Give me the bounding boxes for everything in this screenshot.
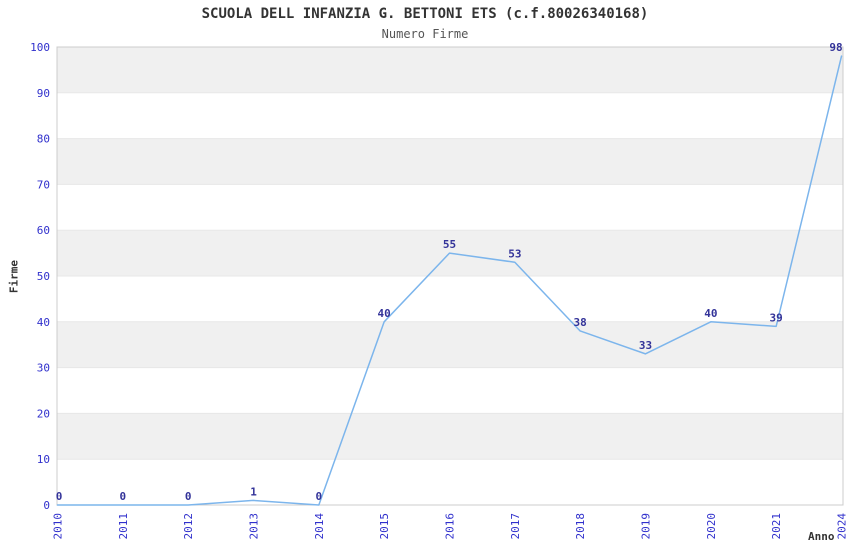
data-label: 98	[829, 41, 842, 54]
y-tick-label: 30	[37, 362, 50, 375]
data-label: 0	[185, 490, 192, 503]
grid-band	[57, 276, 843, 322]
x-tick-label: 2016	[444, 513, 457, 540]
data-label: 1	[250, 485, 257, 498]
grid-band	[57, 459, 843, 505]
grid-band	[57, 367, 843, 414]
x-axis-title: Anno	[808, 530, 835, 543]
x-tick-label: 2018	[574, 513, 587, 540]
data-line	[56, 55, 843, 506]
y-tick-label: 0	[43, 499, 50, 512]
y-tick-label: 40	[37, 316, 50, 329]
x-tick-label: 2012	[182, 513, 195, 540]
chart-subtitle: Numero Firme	[381, 27, 469, 41]
grid-band	[57, 184, 843, 231]
x-tick-label: 2015	[378, 513, 391, 540]
x-tick-label: 2013	[248, 513, 261, 540]
y-tick-label: 70	[37, 178, 50, 191]
data-label: 40	[378, 307, 391, 320]
grid-band	[57, 92, 843, 139]
data-label: 39	[770, 311, 783, 324]
data-label: 0	[316, 490, 323, 503]
data-label: 0	[56, 490, 63, 503]
y-tick-label: 100	[30, 41, 50, 54]
data-label: 55	[443, 238, 456, 251]
y-tick-label: 60	[37, 224, 50, 237]
data-label: 40	[704, 307, 717, 320]
y-tick-label: 20	[37, 407, 50, 420]
y-tick-label: 10	[37, 453, 50, 466]
data-label: 0	[120, 490, 127, 503]
x-tick-label: 2024	[836, 513, 849, 540]
data-label: 38	[574, 316, 587, 329]
plot-border	[56, 46, 844, 506]
x-tick-label: 2011	[117, 513, 130, 540]
x-tick-label: 2019	[640, 513, 653, 540]
grid-band	[57, 413, 843, 460]
y-tick-label: 50	[37, 270, 50, 283]
x-tick-label: 2014	[313, 513, 326, 540]
y-axis-title: Firme	[7, 259, 21, 294]
data-label: 53	[508, 247, 521, 260]
grid-band	[57, 321, 843, 368]
grid-band	[57, 47, 843, 93]
x-tick-label: 2020	[705, 513, 718, 540]
grid-band	[57, 138, 843, 185]
y-tick-label: 80	[37, 133, 50, 146]
data-label: 33	[639, 339, 652, 352]
chart-title: SCUOLA DELL INFANZIA G. BETTONI ETS (c.f…	[201, 6, 649, 22]
x-tick-label: 2021	[770, 513, 783, 540]
x-tick-label: 2017	[509, 513, 522, 540]
y-tick-label: 90	[37, 87, 50, 100]
x-tick-label: 2010	[52, 513, 65, 540]
